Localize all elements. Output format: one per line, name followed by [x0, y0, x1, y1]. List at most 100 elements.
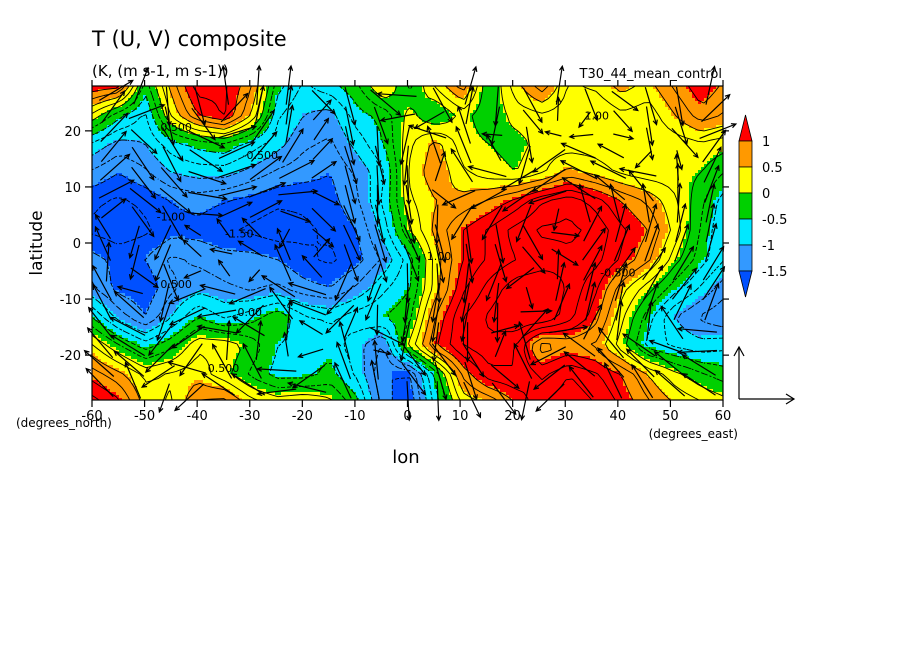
wind-vector-arrow — [465, 224, 474, 265]
field-cell — [263, 101, 276, 105]
field-cell — [440, 122, 474, 126]
field-cell — [95, 296, 132, 300]
field-cell — [113, 284, 159, 288]
field-cell — [392, 218, 408, 222]
wind-vector-arrow — [430, 283, 440, 323]
field-cell — [635, 365, 666, 369]
field-cell — [362, 362, 411, 366]
wind-vector-arrow — [674, 223, 690, 262]
field-cell — [422, 383, 435, 387]
field-cell — [659, 254, 681, 258]
field-cell — [233, 110, 252, 114]
field-cell — [440, 320, 594, 324]
field-cell — [410, 272, 426, 276]
field-cell — [494, 206, 627, 210]
field-cell — [617, 89, 627, 93]
field-cell — [611, 317, 630, 321]
field-cell — [92, 272, 111, 276]
field-cell — [590, 356, 621, 360]
field-cell — [530, 179, 615, 183]
field-cell — [164, 164, 252, 168]
field-cell — [164, 134, 201, 138]
field-cell — [290, 296, 354, 300]
wind-vector-arrow — [660, 305, 684, 340]
field-cell — [260, 314, 291, 318]
field-cell — [356, 263, 387, 267]
x-tick-label: 10 — [452, 409, 469, 424]
field-cell — [479, 92, 501, 96]
field-cell — [443, 317, 597, 321]
field-cell — [131, 179, 312, 183]
field-cell — [698, 263, 723, 267]
field-cell — [434, 341, 531, 345]
field-cell — [176, 305, 327, 309]
field-cell — [317, 281, 333, 285]
run-label: T30_44_mean_control — [579, 67, 722, 82]
wind-vector-arrow — [301, 254, 323, 278]
field-cell — [326, 284, 330, 288]
wind-vector-arrow — [183, 224, 202, 237]
field-cell — [122, 116, 153, 120]
wind-vector-arrow — [699, 123, 738, 139]
field-cell — [188, 119, 243, 123]
field-cell — [239, 89, 258, 93]
field-cell — [641, 272, 666, 276]
field-cell — [503, 158, 522, 162]
field-cell — [425, 395, 438, 399]
field-cell — [410, 266, 426, 270]
field-cell — [689, 125, 717, 129]
field-cell — [92, 188, 150, 192]
wind-vector-arrow — [285, 64, 294, 105]
field-cell — [689, 377, 723, 381]
wind-vector-arrow — [249, 155, 283, 181]
contour-label: -1.00 — [157, 211, 185, 224]
field-cell — [302, 374, 339, 378]
field-cell — [119, 317, 168, 321]
field-cell — [623, 341, 642, 345]
field-cell — [533, 350, 612, 354]
field-cell — [362, 344, 390, 348]
wind-vector-arrow — [286, 381, 327, 393]
wind-vector-arrow — [401, 363, 427, 396]
field-cell — [437, 353, 453, 357]
field-cell — [419, 296, 435, 300]
field-cell — [353, 98, 432, 102]
field-cell — [470, 113, 507, 117]
field-cell — [443, 152, 498, 156]
field-cell — [92, 116, 99, 120]
wind-vector-arrow — [704, 222, 718, 262]
field-cell — [137, 302, 150, 306]
field-cell — [368, 386, 393, 390]
field-cell — [242, 119, 258, 123]
field-cell — [683, 326, 723, 330]
field-cell — [647, 329, 687, 333]
wind-vector-arrow — [216, 217, 231, 238]
wind-vector-arrow — [148, 323, 174, 357]
field-cell — [455, 374, 474, 378]
field-cell — [401, 296, 420, 300]
field-cell — [617, 353, 639, 357]
field-cell — [395, 332, 411, 336]
wind-vector-arrow — [464, 361, 478, 401]
wind-vector-arrow — [282, 127, 304, 163]
field-cell — [437, 140, 486, 144]
colorbar-swatch — [738, 114, 753, 142]
field-cell — [695, 299, 723, 303]
wind-vector-arrow — [465, 85, 475, 125]
wind-vector-arrow — [374, 145, 386, 186]
field-cell — [431, 191, 531, 195]
field-cell — [719, 362, 723, 366]
field-cell — [233, 134, 261, 138]
field-cell — [380, 134, 402, 138]
field-cell — [659, 386, 708, 390]
wind-vector-arrow — [228, 288, 266, 305]
wind-vector-arrow — [522, 109, 544, 135]
field-cell — [194, 146, 234, 150]
field-cell — [641, 188, 690, 192]
field-cell — [200, 134, 234, 138]
field-cell — [107, 341, 138, 345]
field-cell — [92, 314, 117, 318]
field-cell — [92, 146, 105, 150]
field-cell — [485, 383, 624, 387]
x-axis-ticks: -60 -50 -40 -30 -20 -10 0 10 20 30 40 50 60 — [81, 80, 731, 424]
